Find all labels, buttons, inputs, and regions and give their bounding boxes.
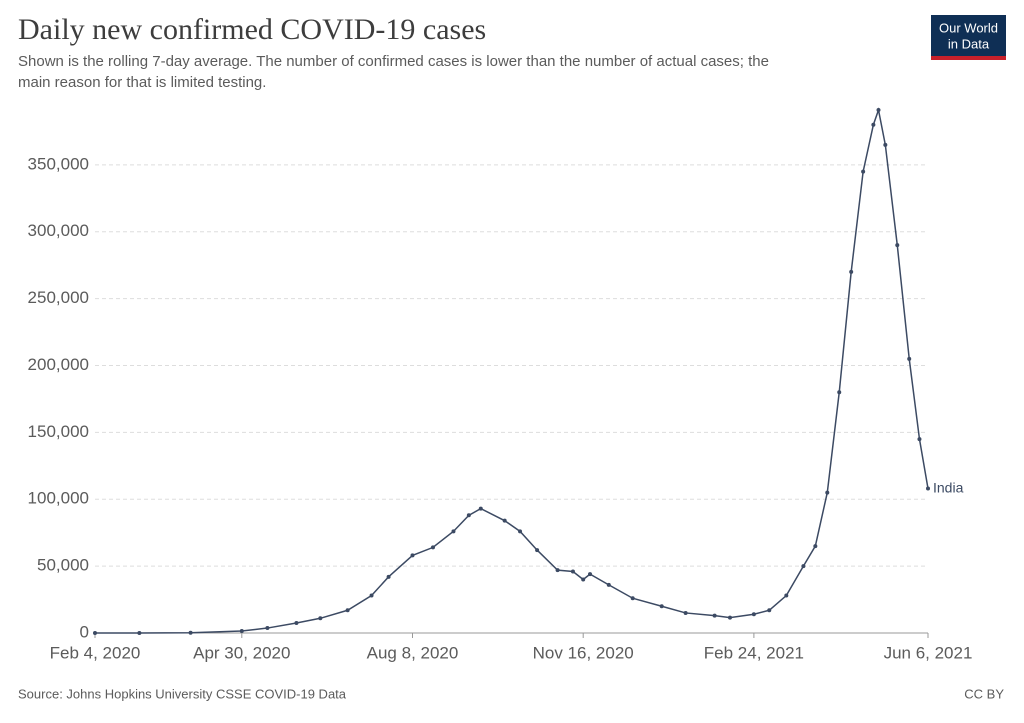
x-tick-label: Jun 6, 2021 — [884, 643, 973, 662]
data-point — [466, 513, 471, 518]
data-point — [581, 577, 586, 582]
data-point — [813, 544, 818, 549]
data-point — [294, 620, 299, 625]
data-point — [837, 390, 842, 395]
data-point — [502, 518, 507, 523]
data-point — [712, 613, 717, 618]
data-point — [318, 616, 323, 621]
data-point — [518, 529, 523, 534]
data-point — [588, 572, 593, 577]
data-point — [555, 568, 560, 573]
source: Source: Johns Hopkins University CSSE CO… — [18, 686, 347, 701]
data-point — [570, 569, 575, 574]
logo-bar — [931, 56, 1006, 60]
subtitle: main reason for that is limited testing. — [18, 74, 266, 91]
data-point — [478, 506, 483, 511]
data-point — [265, 626, 270, 631]
x-tick-label: Apr 30, 2020 — [193, 643, 290, 662]
data-point — [239, 628, 244, 633]
y-tick-label: 100,000 — [28, 489, 89, 508]
series-line — [95, 107, 929, 634]
data-point — [883, 142, 888, 147]
x-tick-label: Aug 8, 2020 — [367, 643, 459, 662]
subtitle: Shown is the rolling 7-day average. The … — [18, 53, 769, 70]
logo-text: Our World — [939, 20, 998, 35]
data-point — [849, 269, 854, 274]
data-point — [907, 356, 912, 361]
x-tick-label: Nov 16, 2020 — [533, 643, 634, 662]
x-tick-label: Feb 4, 2020 — [50, 643, 141, 662]
y-tick-label: 350,000 — [28, 154, 89, 173]
data-point — [683, 610, 688, 615]
data-point — [767, 608, 772, 613]
data-point — [369, 593, 374, 598]
y-tick-label: 0 — [80, 622, 89, 641]
y-tick-label: 200,000 — [28, 355, 89, 374]
data-point — [93, 631, 97, 635]
data-point — [727, 615, 732, 620]
series-label: India — [933, 479, 964, 495]
y-tick-label: 250,000 — [28, 288, 89, 307]
data-point — [606, 582, 611, 587]
data-point — [917, 437, 922, 442]
data-point — [926, 486, 930, 491]
data-point — [871, 122, 876, 127]
y-tick-label: 150,000 — [28, 422, 89, 441]
data-point — [825, 490, 830, 495]
data-point — [876, 108, 881, 113]
chart-title: Daily new confirmed COVID-19 cases — [18, 13, 486, 46]
data-point — [137, 631, 142, 635]
data-point — [386, 574, 391, 579]
data-point — [535, 548, 540, 553]
logo-text: in Data — [948, 36, 990, 51]
data-point — [410, 553, 415, 558]
data-point — [801, 564, 806, 569]
y-tick-label: 300,000 — [28, 221, 89, 240]
data-point — [751, 612, 756, 617]
x-tick-label: Feb 24, 2021 — [704, 643, 804, 662]
data-point — [659, 604, 664, 609]
data-point — [895, 243, 900, 248]
data-point — [861, 169, 866, 174]
data-point — [188, 630, 193, 635]
data-point — [430, 545, 435, 550]
data-point — [784, 593, 789, 598]
y-tick-label: 50,000 — [37, 556, 89, 575]
data-point — [345, 608, 350, 613]
data-point — [630, 596, 635, 601]
logo-box — [931, 15, 1006, 60]
license: CC BY — [964, 686, 1004, 701]
data-point — [451, 529, 456, 534]
